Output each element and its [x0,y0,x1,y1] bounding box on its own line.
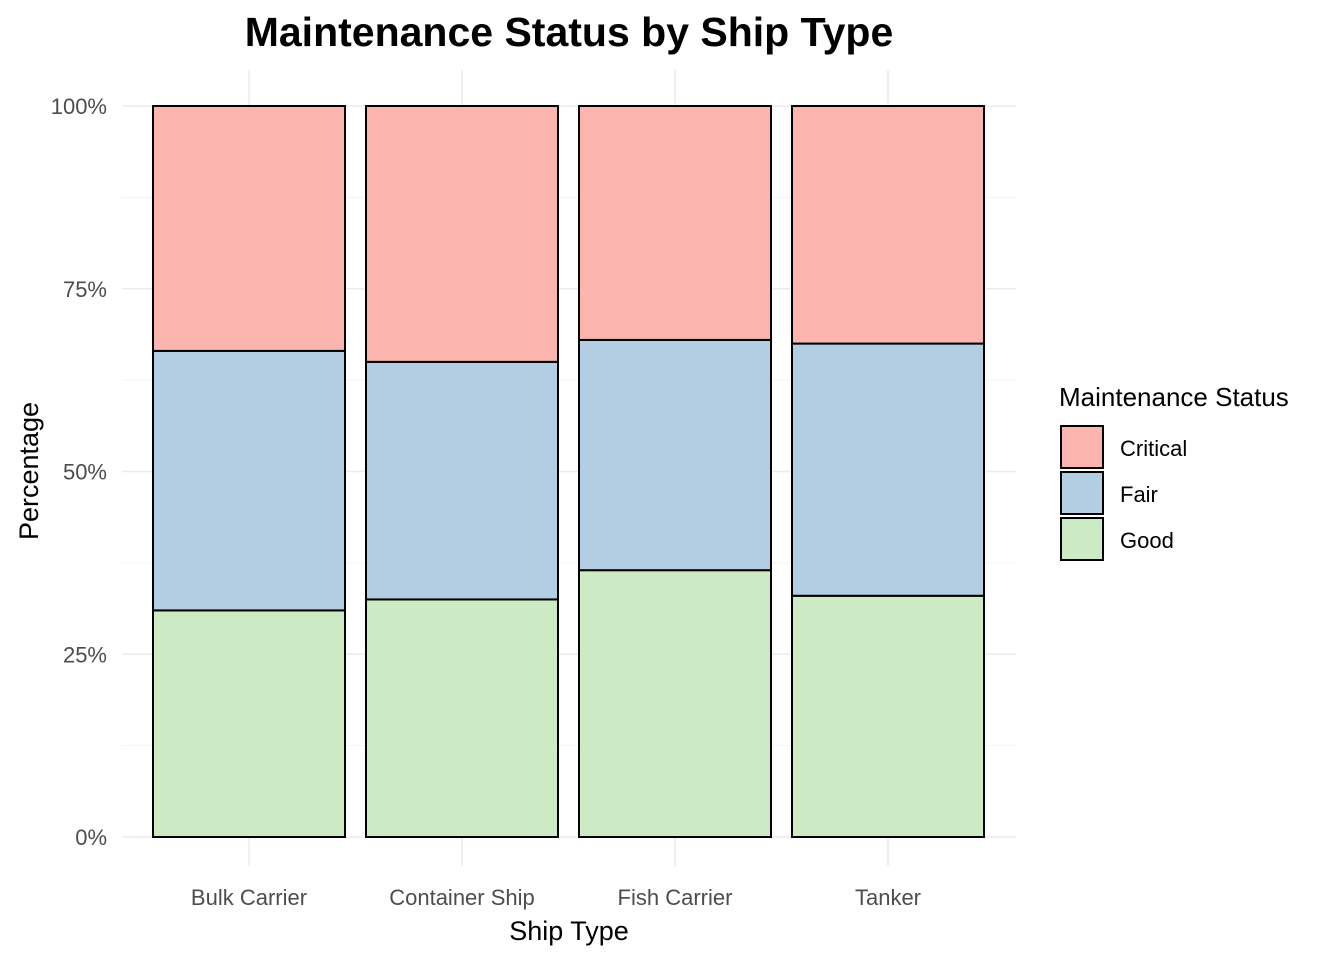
legend-label-critical: Critical [1120,436,1187,461]
y-tick-label: 50% [63,460,107,485]
x-tick-label: Fish Carrier [618,885,733,910]
legend-title: Maintenance Status [1059,382,1289,412]
x-tick-label: Container Ship [389,885,535,910]
bar-critical-container-ship [365,105,559,363]
y-tick-label: 25% [63,642,107,667]
bar-good-bulk-carrier [152,609,346,839]
x-axis-ticks: Bulk Carrier Container Ship Fish Carrier Ta… [191,885,921,910]
bar-good-tanker [791,594,985,839]
bar-critical-bulk-carrier [152,105,346,352]
bar-fair-tanker [791,342,985,597]
bar-critical-fish-carrier [578,105,772,341]
y-axis-title: Percentage [14,402,44,540]
chart-title: Maintenance Status by Ship Type [245,9,894,55]
x-tick-label: Tanker [855,885,921,910]
bars [152,105,985,839]
y-tick-label: 100% [51,94,107,119]
bar-good-container-ship [365,598,559,838]
legend-label-good: Good [1120,528,1174,553]
bar-fair-container-ship [365,360,559,601]
x-axis-title: Ship Type [509,916,629,946]
y-tick-label: 0% [75,825,107,850]
bar-critical-tanker [791,105,985,345]
y-axis-ticks: 0% 25% 50% 75% 100% [51,94,107,850]
legend-key-fair [1060,471,1104,515]
bar-fair-bulk-carrier [152,349,346,612]
legend-label-fair: Fair [1120,482,1158,507]
legend-key-good [1060,517,1104,561]
y-tick-label: 75% [63,277,107,302]
x-tick-label: Bulk Carrier [191,885,307,910]
bar-fair-fish-carrier [578,338,772,572]
legend-key-critical [1060,425,1104,469]
bar-good-fish-carrier [578,569,772,838]
legend-items: Critical Fair Good [1060,425,1187,561]
legend: Maintenance Status Critical Fair Good [1059,382,1289,561]
